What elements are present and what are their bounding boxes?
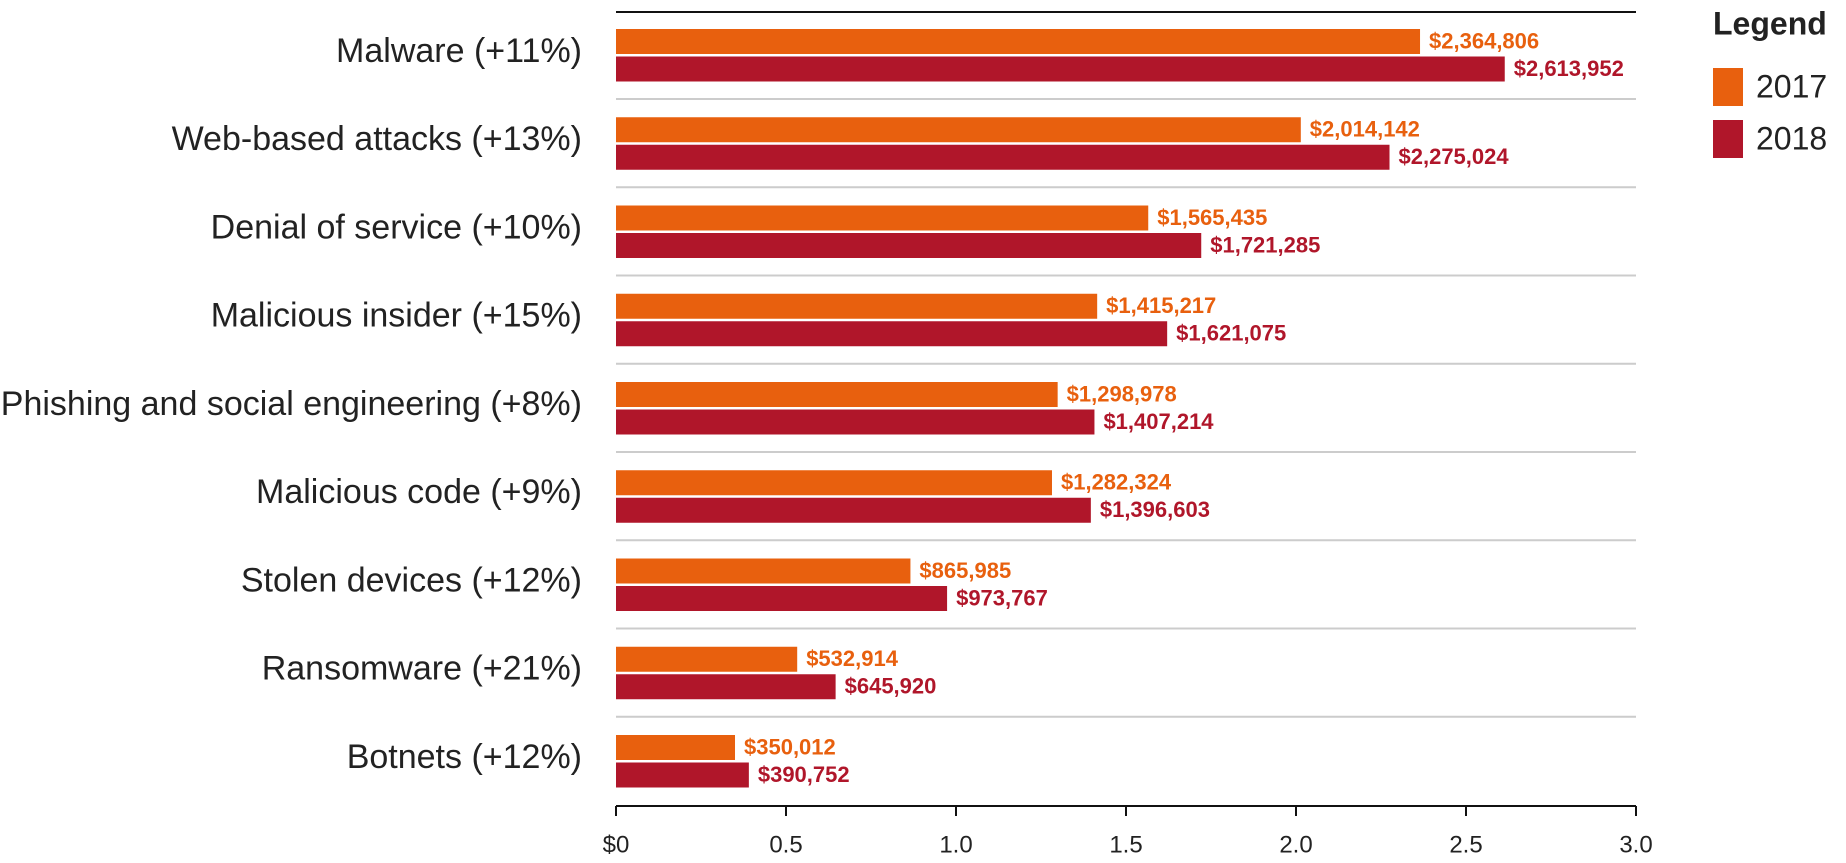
value-label: $645,920 bbox=[845, 674, 937, 699]
value-label: $2,014,142 bbox=[1310, 117, 1420, 142]
category-label: Malware (+11%) bbox=[336, 32, 582, 70]
value-label: $1,621,075 bbox=[1176, 321, 1286, 346]
value-label: $1,415,217 bbox=[1106, 293, 1216, 318]
value-label: $2,275,024 bbox=[1399, 144, 1510, 169]
x-tick-label: 3.0 bbox=[1619, 831, 1652, 858]
bar bbox=[616, 558, 911, 584]
bar bbox=[616, 586, 948, 611]
bar bbox=[616, 497, 1091, 523]
category-label: Ransomware (+21%) bbox=[262, 650, 582, 688]
bar bbox=[616, 735, 736, 760]
value-label: $1,721,285 bbox=[1210, 232, 1320, 257]
value-label: $2,613,952 bbox=[1514, 56, 1624, 81]
legend-title: Legend bbox=[1713, 5, 1827, 41]
value-label: $390,752 bbox=[758, 762, 850, 787]
legend-label: 2018 bbox=[1756, 120, 1827, 156]
x-tick-label: $0 bbox=[603, 831, 630, 858]
value-label: $1,282,324 bbox=[1061, 470, 1172, 495]
value-label: $865,985 bbox=[919, 558, 1011, 583]
bar bbox=[616, 29, 1421, 54]
category-label: Phishing and social engineering (+8%) bbox=[1, 385, 582, 423]
bar bbox=[616, 293, 1098, 319]
value-label: $532,914 bbox=[806, 646, 899, 671]
legend-label: 2017 bbox=[1756, 68, 1827, 104]
value-label: $1,407,214 bbox=[1103, 409, 1214, 434]
bar bbox=[616, 762, 749, 788]
x-tick-label: 2.0 bbox=[1279, 831, 1312, 858]
category-label: Botnets (+12%) bbox=[347, 738, 582, 776]
bar bbox=[616, 144, 1390, 170]
value-label: $1,298,978 bbox=[1067, 381, 1177, 406]
category-label: Malicious insider (+15%) bbox=[211, 297, 582, 335]
bar bbox=[616, 409, 1095, 435]
bar bbox=[616, 470, 1052, 496]
legend-swatch bbox=[1713, 68, 1743, 106]
value-label: $973,767 bbox=[956, 585, 1048, 610]
bar bbox=[616, 117, 1301, 143]
bar bbox=[616, 674, 836, 700]
x-tick-label: 1.0 bbox=[939, 831, 972, 858]
x-tick-label: 2.5 bbox=[1449, 831, 1482, 858]
value-label: $350,012 bbox=[744, 734, 836, 759]
bar bbox=[616, 646, 798, 672]
bar bbox=[616, 233, 1202, 258]
bar bbox=[616, 382, 1058, 407]
category-label: Stolen devices (+12%) bbox=[241, 561, 582, 599]
value-label: $1,396,603 bbox=[1100, 497, 1210, 522]
bar bbox=[616, 56, 1505, 82]
category-label: Denial of service (+10%) bbox=[211, 208, 582, 246]
x-tick-label: 1.5 bbox=[1109, 831, 1142, 858]
bar bbox=[616, 321, 1168, 347]
x-tick-label: 0.5 bbox=[769, 831, 802, 858]
legend-swatch bbox=[1713, 120, 1743, 158]
category-label: Web-based attacks (+13%) bbox=[172, 120, 582, 158]
value-label: $1,565,435 bbox=[1157, 205, 1267, 230]
category-label: Malicious code (+9%) bbox=[256, 473, 582, 511]
bar bbox=[616, 205, 1149, 231]
value-label: $2,364,806 bbox=[1429, 28, 1539, 53]
